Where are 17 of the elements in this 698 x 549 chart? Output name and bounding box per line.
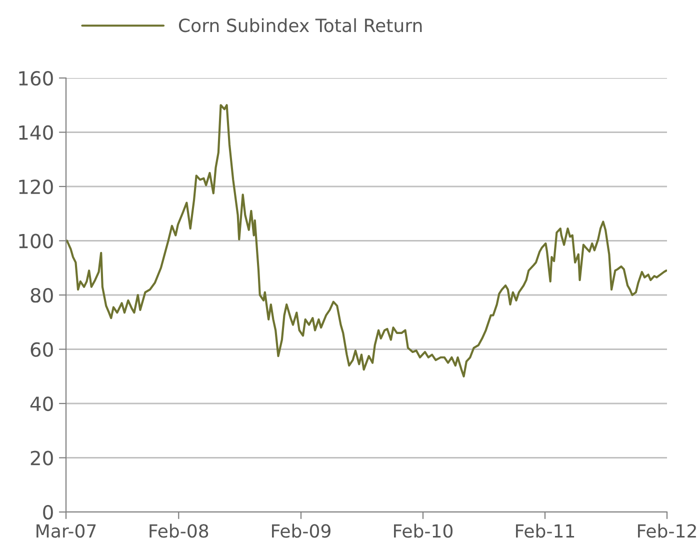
y-tick-label: 80 [30,288,53,303]
x-tick-label: Feb-10 [394,524,453,538]
y-tick-label: 160 [19,70,53,86]
x-tick-label: Feb-12 [638,524,696,538]
x-tick-label: Feb-08 [150,524,208,538]
y-tick-label: 40 [30,396,53,412]
y-tick-label: 20 [30,450,53,466]
x-tick-label: Mar-07 [36,524,96,538]
line-series [66,104,667,378]
x-tick-label: Feb-09 [272,524,330,538]
y-tick-label: 120 [19,179,53,194]
y-tick-label: 140 [19,125,53,140]
y-tick-label: 0 [43,504,53,520]
x-tick-label: Feb-11 [516,524,574,538]
y-tick-label: 60 [30,342,53,357]
y-tick-label: 100 [19,234,53,248]
legend-label: Corn Subindex Total Return [178,18,422,32]
